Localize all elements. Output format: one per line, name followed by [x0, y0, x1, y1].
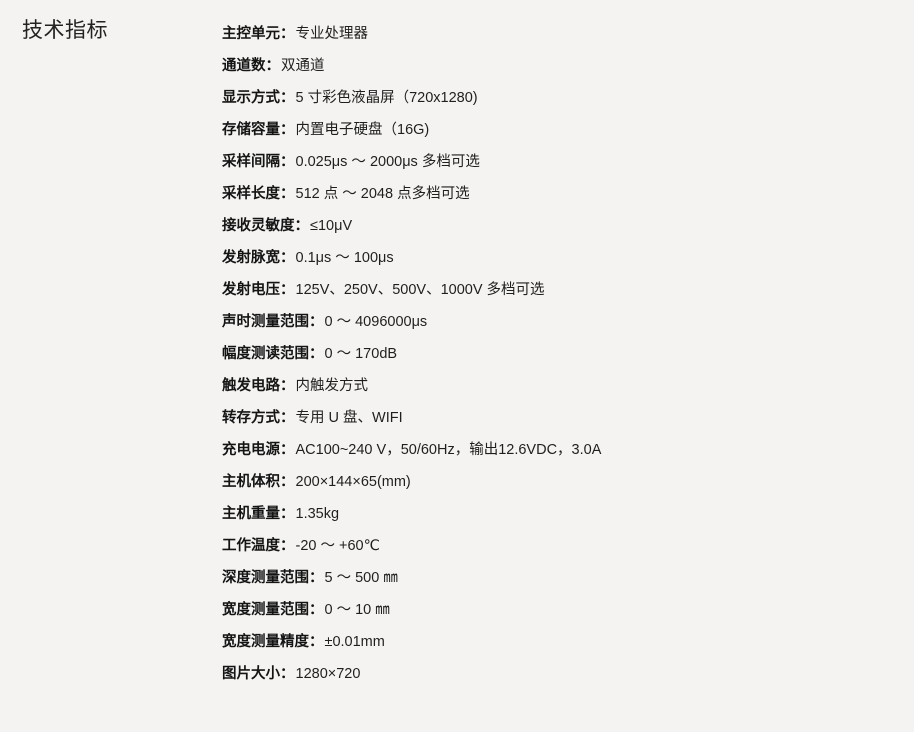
- spec-value: 内触发方式: [295, 378, 369, 394]
- spec-separator: ：: [280, 538, 295, 554]
- spec-value: ≤10μV: [310, 218, 353, 234]
- spec-row: 工作温度：-20 ～ +60℃: [222, 530, 892, 562]
- spec-value: 0.1μs ～ 100μs: [295, 250, 394, 266]
- spec-value: 0 ～ 4096000μs: [324, 314, 428, 330]
- spec-label: 幅度测读范围: [222, 346, 309, 362]
- spec-separator: ：: [280, 282, 295, 298]
- spec-separator: ：: [280, 442, 295, 458]
- spec-label: 存储容量: [222, 122, 280, 138]
- spec-value: AC100~240 V，50/60Hz，输出12.6VDC，3.0A: [295, 442, 602, 458]
- spec-value: 专业处理器: [295, 26, 369, 42]
- spec-label: 主机体积: [222, 474, 280, 490]
- spec-row: 存储容量：内置电子硬盘（16G): [222, 114, 892, 146]
- spec-separator: ：: [280, 506, 295, 522]
- spec-separator: ：: [280, 474, 295, 490]
- spec-label: 采样长度: [222, 186, 280, 202]
- spec-row: 转存方式：专用 U 盘、WIFI: [222, 402, 892, 434]
- spec-row: 主机体积：200×144×65(mm): [222, 466, 892, 498]
- spec-separator: ：: [280, 26, 295, 42]
- spec-separator: ：: [309, 602, 324, 618]
- spec-separator: ：: [280, 122, 295, 138]
- spec-separator: ：: [280, 666, 295, 682]
- spec-label: 显示方式: [222, 90, 280, 106]
- spec-row: 幅度测读范围：0 ～ 170dB: [222, 338, 892, 370]
- spec-list: 主控单元：专业处理器 通道数：双通道 显示方式：5 寸彩色液晶屏（720x1280)…: [222, 18, 892, 690]
- spec-separator: ：: [309, 314, 324, 330]
- spec-separator: ：: [280, 154, 295, 170]
- spec-value: 0.025μs ～ 2000μs 多档可选: [295, 154, 480, 170]
- spec-row: 显示方式：5 寸彩色液晶屏（720x1280): [222, 82, 892, 114]
- spec-label: 图片大小: [222, 666, 280, 682]
- spec-label: 发射脉宽: [222, 250, 280, 266]
- spec-separator: ：: [265, 58, 281, 74]
- spec-label: 采样间隔: [222, 154, 280, 170]
- spec-row: 图片大小：1280×720: [222, 658, 892, 690]
- spec-label: 通道数: [222, 58, 266, 74]
- spec-row: 发射脉宽：0.1μs ～ 100μs: [222, 242, 892, 274]
- spec-value: 5 ～ 500 ㎜: [324, 570, 398, 586]
- spec-row: 通道数：双通道: [222, 50, 892, 82]
- spec-separator: ：: [309, 634, 324, 650]
- spec-value: 512 点 ～ 2048 点多档可选: [295, 186, 470, 202]
- spec-label: 声时测量范围: [222, 314, 309, 330]
- spec-value: ±0.01mm: [324, 634, 385, 650]
- spec-label: 工作温度: [222, 538, 280, 554]
- spec-row: 采样间隔：0.025μs ～ 2000μs 多档可选: [222, 146, 892, 178]
- spec-value: 5 寸彩色液晶屏（720x1280): [295, 90, 478, 106]
- spec-value: 0 ～ 10 ㎜: [324, 602, 390, 618]
- spec-row: 发射电压：125V、250V、500V、1000V 多档可选: [222, 274, 892, 306]
- spec-value: 双通道: [281, 58, 325, 74]
- spec-value: 125V、250V、500V、1000V 多档可选: [295, 282, 545, 298]
- spec-separator: ：: [280, 186, 295, 202]
- spec-separator: ：: [280, 90, 295, 106]
- spec-row: 宽度测量精度：±0.01mm: [222, 626, 892, 658]
- spec-row: 宽度测量范围：0 ～ 10 ㎜: [222, 594, 892, 626]
- spec-label: 接收灵敏度: [222, 218, 295, 234]
- spec-row: 主机重量：1.35kg: [222, 498, 892, 530]
- spec-value: 200×144×65(mm): [295, 474, 411, 490]
- spec-separator: ：: [309, 346, 324, 362]
- spec-separator: ：: [280, 250, 295, 266]
- page-title: 技术指标: [22, 19, 108, 42]
- spec-value: 1.35kg: [295, 506, 340, 522]
- spec-separator: ：: [280, 410, 295, 426]
- spec-value: 0 ～ 170dB: [324, 346, 398, 362]
- spec-row: 主控单元：专业处理器: [222, 18, 892, 50]
- spec-label: 触发电路: [222, 378, 280, 394]
- spec-value: 内置电子硬盘（16G): [295, 122, 430, 138]
- spec-row: 采样长度：512 点 ～ 2048 点多档可选: [222, 178, 892, 210]
- spec-row: 充电电源：AC100~240 V，50/60Hz，输出12.6VDC，3.0A: [222, 434, 892, 466]
- spec-row: 深度测量范围：5 ～ 500 ㎜: [222, 562, 892, 594]
- spec-value: -20 ～ +60℃: [295, 538, 380, 554]
- spec-label: 转存方式: [222, 410, 280, 426]
- spec-separator: ：: [294, 218, 310, 234]
- spec-separator: ：: [309, 570, 324, 586]
- spec-label: 发射电压: [222, 282, 280, 298]
- spec-row: 触发电路：内触发方式: [222, 370, 892, 402]
- spec-value: 1280×720: [295, 666, 361, 682]
- spec-value: 专用 U 盘、WIFI: [295, 410, 403, 426]
- spec-label: 主控单元: [222, 26, 280, 42]
- spec-row: 声时测量范围：0 ～ 4096000μs: [222, 306, 892, 338]
- spec-label: 主机重量: [222, 506, 280, 522]
- spec-label: 充电电源: [222, 442, 280, 458]
- spec-row: 接收灵敏度：≤10μV: [222, 210, 892, 242]
- spec-label: 深度测量范围: [222, 570, 309, 586]
- spec-label: 宽度测量范围: [222, 602, 309, 618]
- spec-separator: ：: [280, 378, 295, 394]
- spec-label: 宽度测量精度: [222, 634, 309, 650]
